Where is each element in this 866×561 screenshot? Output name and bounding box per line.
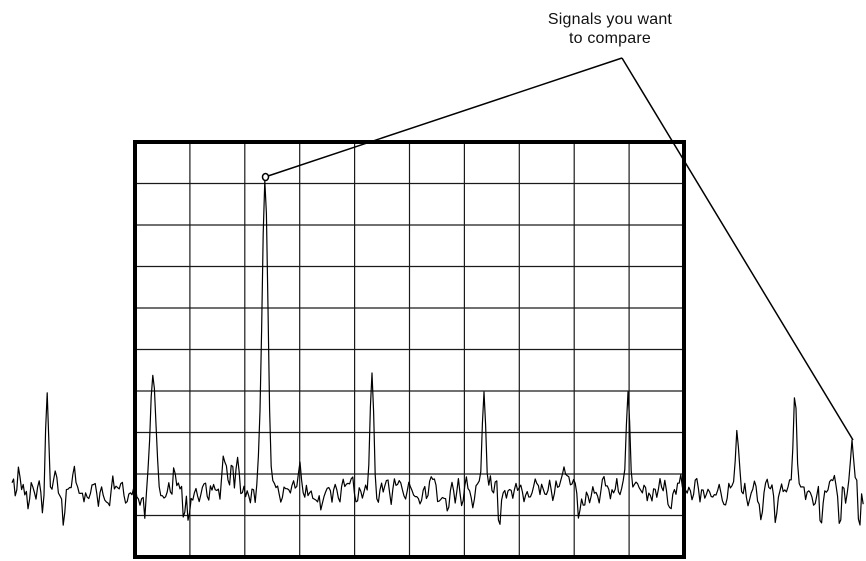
callout-leader-line (621, 57, 854, 441)
signal-marker-ring (261, 172, 270, 182)
callout-label-line-1: Signals you want (547, 11, 673, 28)
callout-leader-line (267, 57, 623, 177)
noise-trace (11, 180, 864, 526)
callout-label-line-2: to compare (568, 30, 652, 47)
graticule-grid (135, 142, 684, 557)
display-screen-frame (133, 140, 686, 559)
